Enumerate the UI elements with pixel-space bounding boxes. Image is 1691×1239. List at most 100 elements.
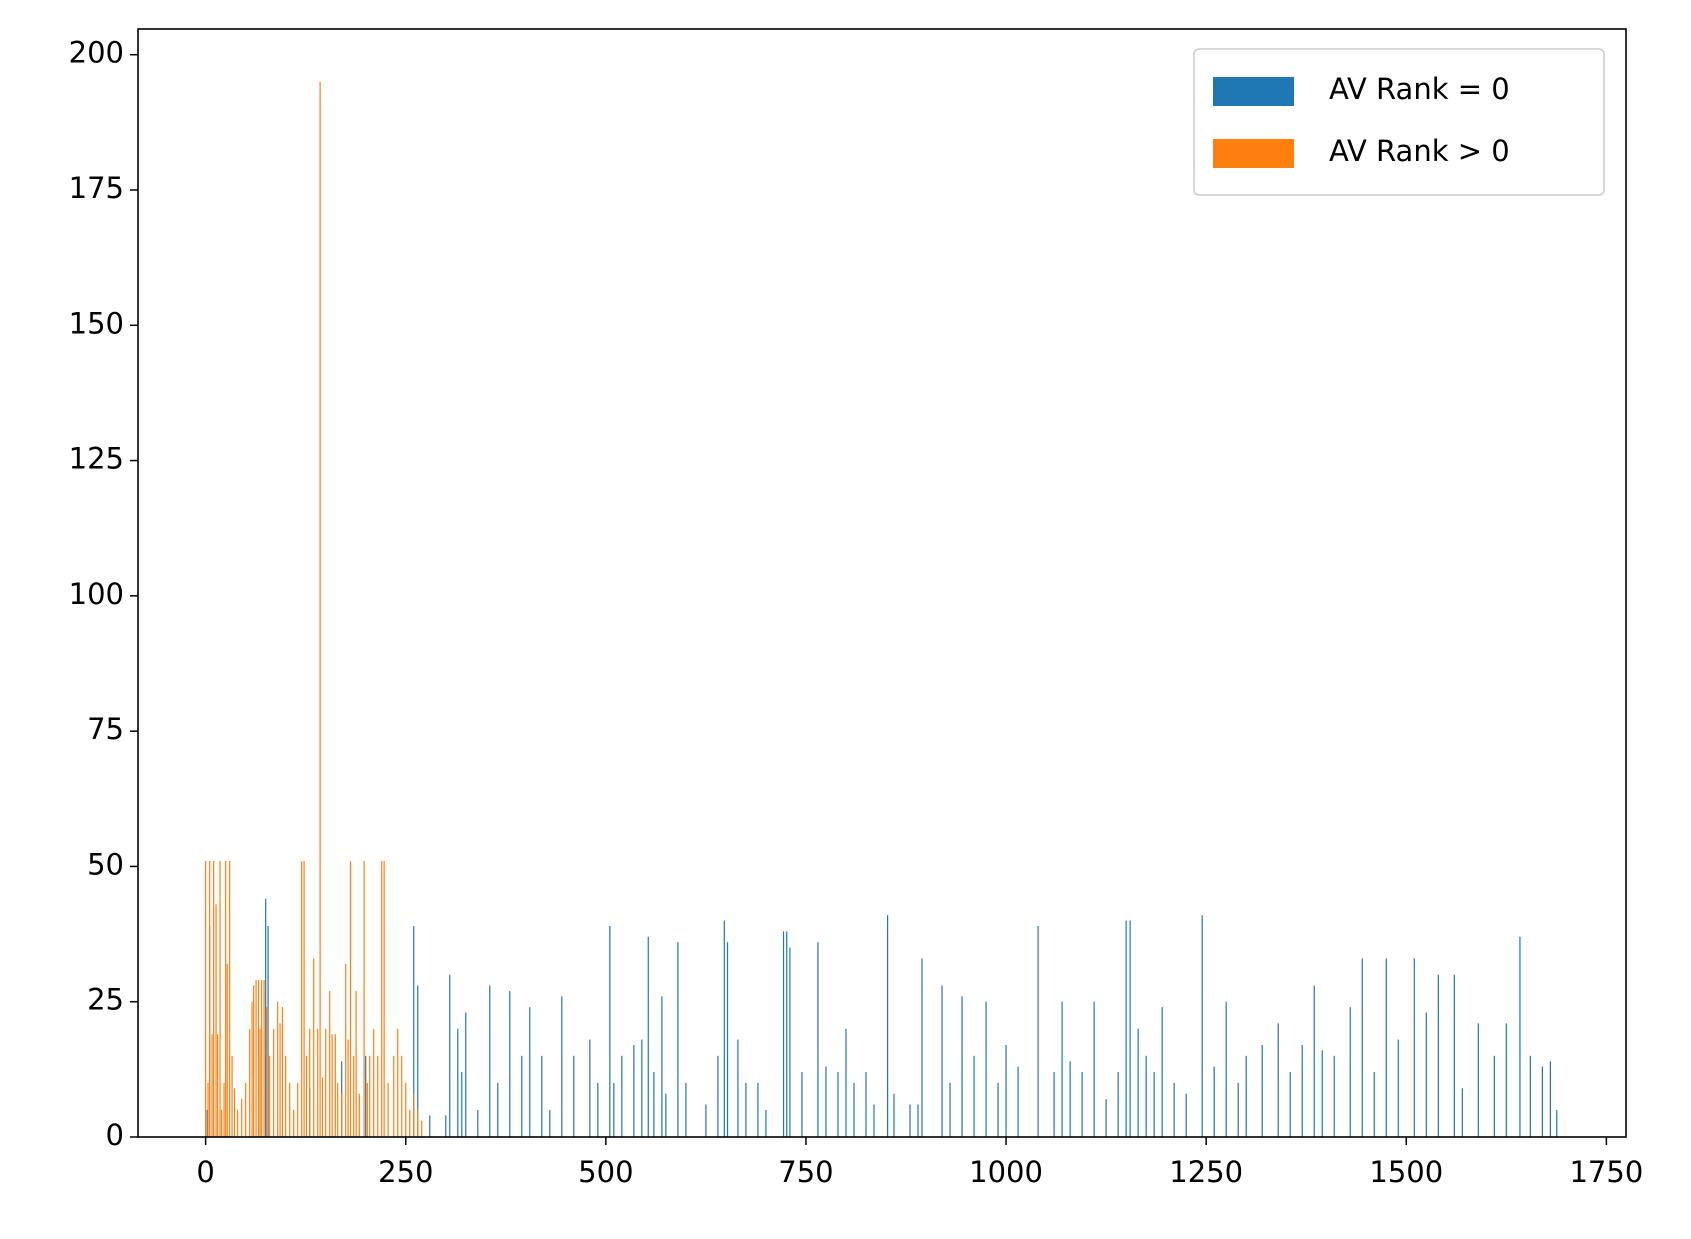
- y-tick-label: 50: [87, 847, 124, 881]
- bar: [1529, 1055, 1531, 1137]
- bar: [397, 1028, 399, 1137]
- bar: [757, 1082, 759, 1137]
- bar: [1549, 1061, 1551, 1137]
- bar: [1277, 1023, 1279, 1137]
- bar: [589, 1039, 591, 1137]
- bar: [1145, 1055, 1147, 1137]
- bar: [221, 1109, 223, 1137]
- bar: [211, 1034, 213, 1137]
- bar: [213, 861, 215, 1137]
- bar: [319, 81, 321, 1137]
- bar: [765, 1109, 767, 1137]
- bar: [269, 1055, 271, 1137]
- bar: [613, 1082, 615, 1137]
- y-tick-label: 25: [87, 983, 124, 1017]
- bar: [225, 861, 227, 1137]
- bar: [449, 974, 451, 1137]
- bar: [737, 1039, 739, 1137]
- bar: [285, 1055, 287, 1137]
- bar: [1173, 1082, 1175, 1137]
- bar: [549, 1109, 551, 1137]
- bar: [1185, 1093, 1187, 1137]
- bar: [1061, 1001, 1063, 1137]
- bar: [1053, 1072, 1055, 1137]
- bar: [231, 1055, 233, 1137]
- bar: [205, 861, 207, 1137]
- bar: [417, 1109, 419, 1137]
- bar: [529, 1007, 531, 1137]
- legend-box: [1193, 48, 1605, 196]
- bar: [259, 1028, 261, 1137]
- bar: [1321, 1050, 1323, 1137]
- y-tick-label: 200: [69, 36, 124, 70]
- bar: [845, 1028, 847, 1137]
- bar: [409, 1109, 411, 1137]
- y-tick-label: 75: [87, 712, 124, 746]
- bar: [215, 904, 217, 1137]
- bar: [1333, 1055, 1335, 1137]
- bar: [1081, 1072, 1083, 1137]
- bar: [355, 990, 357, 1137]
- bar: [677, 942, 679, 1137]
- bar: [249, 1028, 251, 1137]
- bar: [789, 947, 791, 1137]
- bar: [745, 1082, 747, 1137]
- bar: [961, 996, 963, 1137]
- bar: [365, 1055, 367, 1137]
- bar: [1397, 1039, 1399, 1137]
- legend-swatch: [1213, 77, 1294, 106]
- bar: [331, 1034, 333, 1137]
- bar: [817, 942, 819, 1137]
- bar: [1261, 1045, 1263, 1137]
- bar: [1201, 915, 1203, 1137]
- bar: [281, 1007, 284, 1137]
- bar: [229, 861, 231, 1137]
- bar: [865, 1072, 867, 1137]
- x-tick-label: 1500: [1369, 1155, 1443, 1189]
- bar: [217, 1034, 219, 1137]
- legend-swatch: [1213, 139, 1294, 168]
- bar: [1313, 985, 1315, 1137]
- bar: [609, 925, 611, 1137]
- bar: [253, 985, 255, 1137]
- bar: [1425, 1012, 1427, 1137]
- bar: [1505, 1023, 1507, 1137]
- bar: [1153, 1072, 1155, 1137]
- bar: [381, 861, 383, 1137]
- bar: [366, 1082, 368, 1137]
- bar: [209, 861, 211, 1137]
- bar: [665, 1093, 667, 1137]
- bar: [265, 1007, 268, 1137]
- bar: [301, 861, 303, 1137]
- bar: [717, 1055, 719, 1137]
- bar: [1413, 958, 1415, 1137]
- bar: [873, 1104, 875, 1137]
- bar: [1556, 1109, 1558, 1137]
- bar: [949, 1082, 951, 1137]
- bar: [445, 1115, 447, 1137]
- x-tick-label: 1750: [1569, 1155, 1643, 1189]
- bar: [329, 990, 331, 1137]
- bar: [801, 1072, 803, 1137]
- y-tick-label: 125: [69, 442, 124, 476]
- bar: [1005, 1045, 1007, 1137]
- bar: [363, 861, 365, 1137]
- bar: [387, 1082, 389, 1137]
- bar: [219, 861, 221, 1137]
- bar: [349, 861, 352, 1137]
- bar: [973, 1055, 975, 1137]
- bar: [465, 1012, 467, 1137]
- bar: [1461, 1088, 1463, 1137]
- legend-label: AV Rank > 0: [1329, 134, 1510, 168]
- x-tick-label: 1250: [1169, 1155, 1243, 1189]
- bar: [726, 942, 729, 1137]
- bar: [1437, 974, 1439, 1137]
- bar: [417, 985, 419, 1137]
- bar: [782, 931, 785, 1137]
- bar: [261, 980, 263, 1137]
- bar: [1245, 1055, 1247, 1137]
- bar: [597, 1082, 599, 1137]
- bar: [279, 1023, 281, 1137]
- bar: [303, 861, 305, 1137]
- bar: [985, 1001, 987, 1137]
